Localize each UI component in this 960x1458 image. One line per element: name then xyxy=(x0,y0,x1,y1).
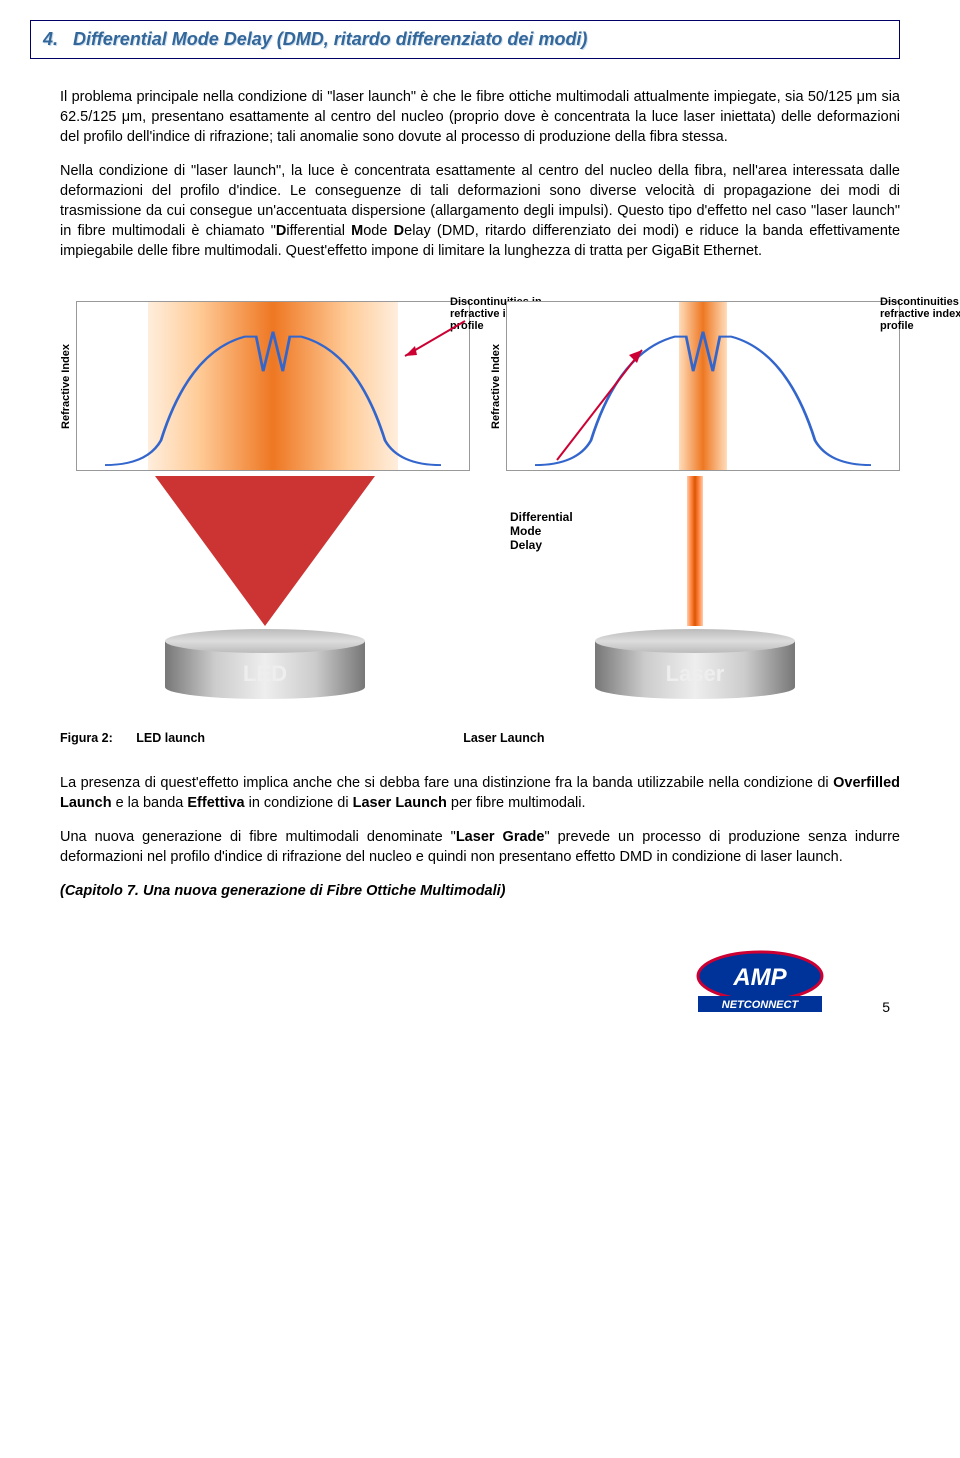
dmd-1: Differential xyxy=(510,510,573,524)
page-number: 5 xyxy=(882,999,890,1015)
dmd-3: Delay xyxy=(510,538,542,552)
cyl-text-led: LED xyxy=(165,661,365,687)
laser-cylinder: Laser xyxy=(595,629,795,699)
figure-panel-laser: Refractive Index Discontinuities in refr… xyxy=(490,291,900,711)
section-title: 4. Differential Mode Delay (DMD, ritardo… xyxy=(43,29,887,50)
overfilled-cone: "Overfilled Launch" xyxy=(155,476,375,626)
annotation-laser: Discontinuities in refractive index prof… xyxy=(880,296,960,332)
cyl-text-laser: Laser xyxy=(595,661,795,687)
figure-caption: Figura 2: LED launch Laser Launch xyxy=(60,731,900,745)
caption-left-text: LED launch xyxy=(136,731,205,745)
logo-bottom: NETCONNECT xyxy=(722,999,800,1011)
paragraph-4: Una nuova generazione di fibre multimoda… xyxy=(60,827,900,867)
p2-m1: ifferential xyxy=(286,223,351,239)
chart-laser: Refractive Index Discontinuities in refr… xyxy=(490,291,900,481)
below-laser: Differential Mode Delay Laser xyxy=(490,481,900,711)
dmd-label: Differential Mode Delay xyxy=(510,511,573,552)
section-number: 4. xyxy=(43,29,58,49)
paragraph-1: Il problema principale nella condizione … xyxy=(60,87,900,147)
chart-led: Refractive Index Discontinuities in refr… xyxy=(60,291,470,481)
paragraph-5: (Capitolo 7. Una nuova generazione di Fi… xyxy=(60,881,900,901)
arrow-laser xyxy=(547,335,667,465)
dmd-2: Mode xyxy=(510,524,541,538)
p2-b3: D xyxy=(394,223,404,239)
p3-b3: Laser Launch xyxy=(353,795,447,811)
y-axis-label-left: Refractive Index xyxy=(60,344,72,429)
p3-post: per fibre multimodali. xyxy=(447,795,586,811)
arrow-led xyxy=(395,311,475,371)
laser-beam xyxy=(687,476,703,626)
y-axis-label-right: Refractive Index xyxy=(490,344,502,429)
logo-top: AMP xyxy=(732,964,787,991)
cyl-top-laser xyxy=(595,629,795,653)
caption-label: Figura 2: xyxy=(60,731,113,745)
p2-b1: D xyxy=(276,223,286,239)
caption-right: Laser Launch xyxy=(463,731,900,745)
p2-b2: M xyxy=(351,223,363,239)
annotation-text-laser: Discontinuities in refractive index prof… xyxy=(880,296,960,332)
p4-b1: Laser Grade xyxy=(456,829,545,845)
chart-box-laser xyxy=(506,301,900,471)
amp-logo: AMP NETCONNECT xyxy=(690,950,830,1020)
figure-2: Refractive Index Discontinuities in refr… xyxy=(60,291,900,711)
paragraph-3: La presenza di quest'effetto implica anc… xyxy=(60,773,900,813)
caption-left: Figura 2: LED launch xyxy=(60,731,463,745)
p3-m2: in condizione di xyxy=(245,795,353,811)
p3-b2: Effettiva xyxy=(187,795,244,811)
below-led: "Overfilled Launch" LED xyxy=(60,481,470,711)
p3-m: e la banda xyxy=(112,795,188,811)
p3-pre: La presenza di quest'effetto implica anc… xyxy=(60,775,833,791)
section-title-box: 4. Differential Mode Delay (DMD, ritardo… xyxy=(30,20,900,59)
led-cylinder: LED xyxy=(165,629,365,699)
cyl-top-led xyxy=(165,629,365,653)
figure-panel-led: Refractive Index Discontinuities in refr… xyxy=(60,291,470,711)
section-title-text: Differential Mode Delay (DMD, ritardo di… xyxy=(73,29,587,49)
p2-m2: ode xyxy=(363,223,393,239)
p4-pre: Una nuova generazione di fibre multimoda… xyxy=(60,829,456,845)
paragraph-2: Nella condizione di "laser launch", la l… xyxy=(60,161,900,261)
